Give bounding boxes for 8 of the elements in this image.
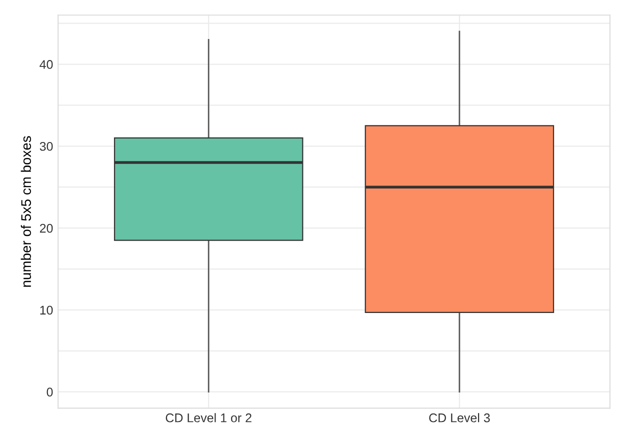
y-tick-label: 0 [46, 388, 53, 397]
y-tick-label: 40 [40, 60, 53, 69]
y-tick-label: 10 [40, 306, 53, 315]
y-tick-label: 30 [40, 142, 53, 151]
y-tick-label: 20 [40, 224, 53, 233]
x-tick-label: CD Level 1 or 2 [166, 413, 252, 422]
x-tick-label: CD Level 3 [429, 413, 490, 422]
y-axis-title: number of 5x5 cm boxes [20, 136, 32, 287]
